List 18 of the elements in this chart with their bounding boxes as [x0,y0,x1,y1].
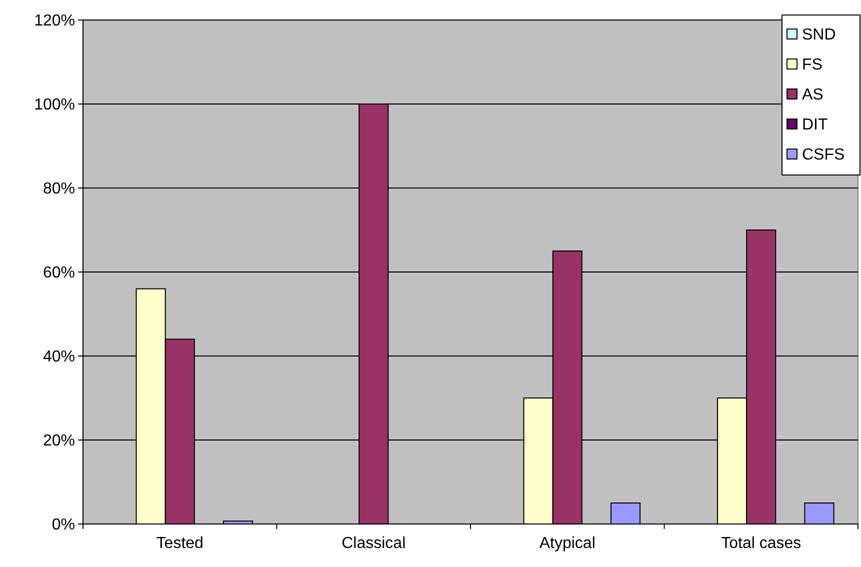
x-tick-label: Total cases [721,535,802,552]
y-tick-label: 20% [42,432,75,450]
legend-label: SND [802,26,836,44]
y-tick-label: 120% [34,12,75,30]
y-tick-label: 40% [42,348,75,366]
x-tick-label: Atypical [539,535,596,552]
legend-label: FS [802,56,822,74]
y-tick-label: 80% [42,180,75,198]
y-tick-label: 60% [42,264,75,282]
legend-label: CSFS [802,146,845,164]
bar [610,502,641,524]
legend-label: DIT [802,116,828,134]
y-tick-label: 100% [34,96,75,114]
bar [804,502,834,524]
y-tick-label: 0% [52,516,75,534]
x-tick-label: Classical [342,535,406,552]
legend-label: AS [802,86,824,104]
x-tick-label: Tested [156,535,204,552]
